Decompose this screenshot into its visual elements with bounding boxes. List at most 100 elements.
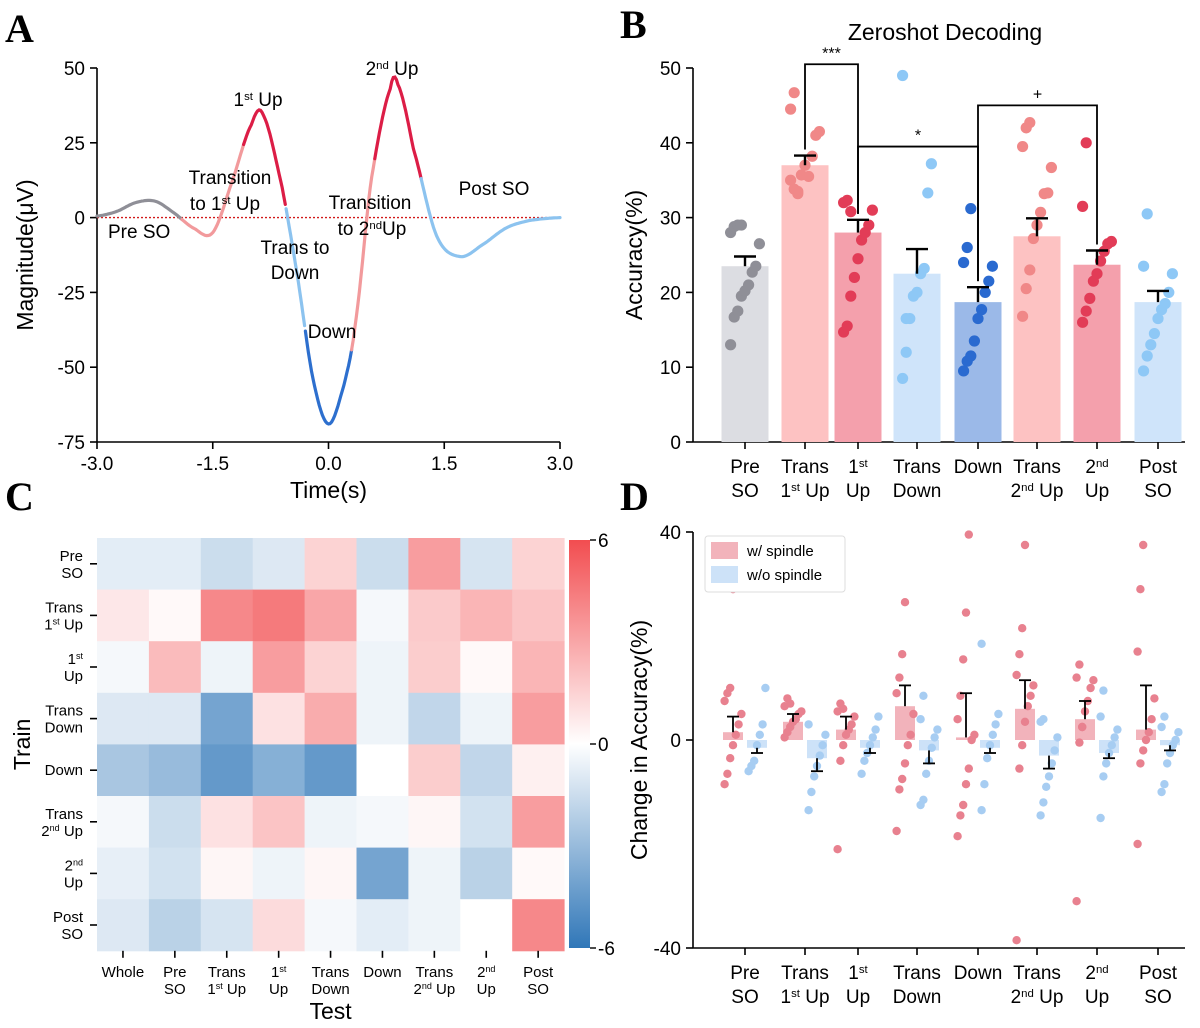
data-point — [788, 87, 800, 99]
data-point — [903, 741, 912, 750]
data-point — [897, 69, 909, 82]
x-tick-label: Up — [269, 981, 288, 998]
heatmap-cell — [304, 641, 357, 694]
heatmap-cell — [512, 692, 565, 745]
y-tick-label: 1st — [68, 651, 84, 668]
x-tick-label: 1st — [271, 964, 287, 981]
heatmap-cell — [408, 641, 461, 694]
heatmap-cell — [148, 796, 202, 849]
bar — [893, 273, 941, 442]
heatmap-cell — [97, 796, 150, 849]
waveform-segment-transition-to-1st-up — [180, 142, 246, 238]
y-tick-label: -40 — [654, 939, 681, 960]
data-point — [1107, 741, 1117, 750]
data-point — [758, 720, 767, 729]
data-point — [797, 707, 806, 716]
data-point — [731, 730, 740, 739]
x-tick-label: 2nd — [1085, 457, 1108, 478]
heatmap-cell — [356, 641, 409, 694]
heatmap-cell — [97, 744, 150, 797]
data-point — [909, 709, 918, 719]
heatmap-cell — [304, 538, 357, 591]
y-tick-label: 1st Up — [44, 616, 83, 633]
data-point — [1078, 722, 1087, 732]
heatmap-cell — [148, 847, 202, 900]
data-point — [979, 286, 991, 298]
y-tick-label: 40 — [660, 523, 681, 544]
data-point — [953, 715, 962, 724]
heatmap-cell — [252, 847, 306, 900]
data-point — [1136, 585, 1145, 594]
y-axis-title: Change in Accuracy(%) — [626, 620, 652, 860]
heatmap-cell — [460, 538, 513, 591]
heatmap-cell — [304, 692, 357, 745]
y-tick-label: SO — [61, 926, 83, 943]
data-point — [839, 741, 848, 750]
data-point — [841, 320, 853, 332]
data-point — [1077, 200, 1089, 212]
data-point — [753, 238, 766, 250]
heatmap-cell — [304, 796, 357, 849]
data-point — [874, 712, 883, 721]
data-point — [1075, 660, 1084, 669]
data-point — [1138, 260, 1150, 272]
data-point — [956, 811, 965, 820]
annotation-2nd-up: 2nd Up — [366, 59, 419, 80]
heatmap-cell — [356, 538, 409, 591]
data-point — [976, 304, 988, 316]
data-point — [900, 312, 912, 325]
heatmap-cell — [460, 641, 513, 694]
x-tick-label: SO — [527, 981, 549, 998]
data-point — [785, 103, 797, 115]
data-point — [895, 785, 904, 794]
x-tick-label: 3.0 — [547, 454, 573, 475]
data-point — [900, 346, 912, 358]
data-point — [821, 730, 830, 739]
data-point — [1141, 208, 1153, 220]
data-point — [1138, 365, 1150, 377]
data-point — [865, 741, 875, 750]
heatmap-cell — [148, 692, 202, 745]
heatmap-cell — [512, 796, 565, 849]
annotation-trans-to-down-l1: Trans to — [261, 238, 330, 259]
data-point — [1144, 728, 1154, 737]
y-tick-label: Trans — [45, 806, 83, 823]
x-tick-label: SO — [164, 981, 186, 998]
colorbar-tick-label: 6 — [598, 531, 609, 552]
heatmap-cell — [512, 744, 565, 797]
y-tick-label: 50 — [64, 59, 85, 80]
data-point — [845, 290, 857, 302]
x-tick-label: Down — [893, 987, 942, 1008]
data-point — [1089, 676, 1098, 685]
data-point — [1136, 759, 1145, 768]
heatmap-cell — [200, 641, 254, 694]
y-tick-label: Trans — [45, 599, 83, 616]
panel-label-b: B — [620, 2, 647, 47]
heatmap-cell — [252, 744, 306, 797]
data-point — [925, 158, 938, 170]
heatmap-cell — [97, 847, 150, 900]
data-point — [1099, 686, 1108, 695]
x-tick-label: SO — [731, 481, 758, 502]
data-point — [1042, 187, 1054, 199]
legend-swatch-no-spindle — [711, 566, 738, 583]
data-point — [818, 741, 827, 750]
y-tick-label: 0 — [74, 209, 85, 230]
x-tick-label: SO — [731, 987, 758, 1008]
data-point — [1160, 780, 1169, 789]
x-tick-label: Trans — [1013, 457, 1061, 478]
heatmap-cell — [460, 744, 513, 797]
data-point — [1174, 728, 1183, 737]
data-point — [1029, 681, 1038, 690]
x-tick-label: Up — [1085, 987, 1109, 1008]
data-point — [1171, 735, 1180, 745]
annotation-trans-to-down-l2: Down — [271, 263, 320, 284]
data-point — [927, 743, 936, 752]
data-point — [988, 730, 997, 739]
y-tick-label: 10 — [660, 358, 681, 379]
data-point — [977, 639, 986, 648]
data-point — [850, 712, 859, 721]
data-point — [965, 350, 977, 362]
x-tick-label: 2nd — [1085, 963, 1108, 984]
